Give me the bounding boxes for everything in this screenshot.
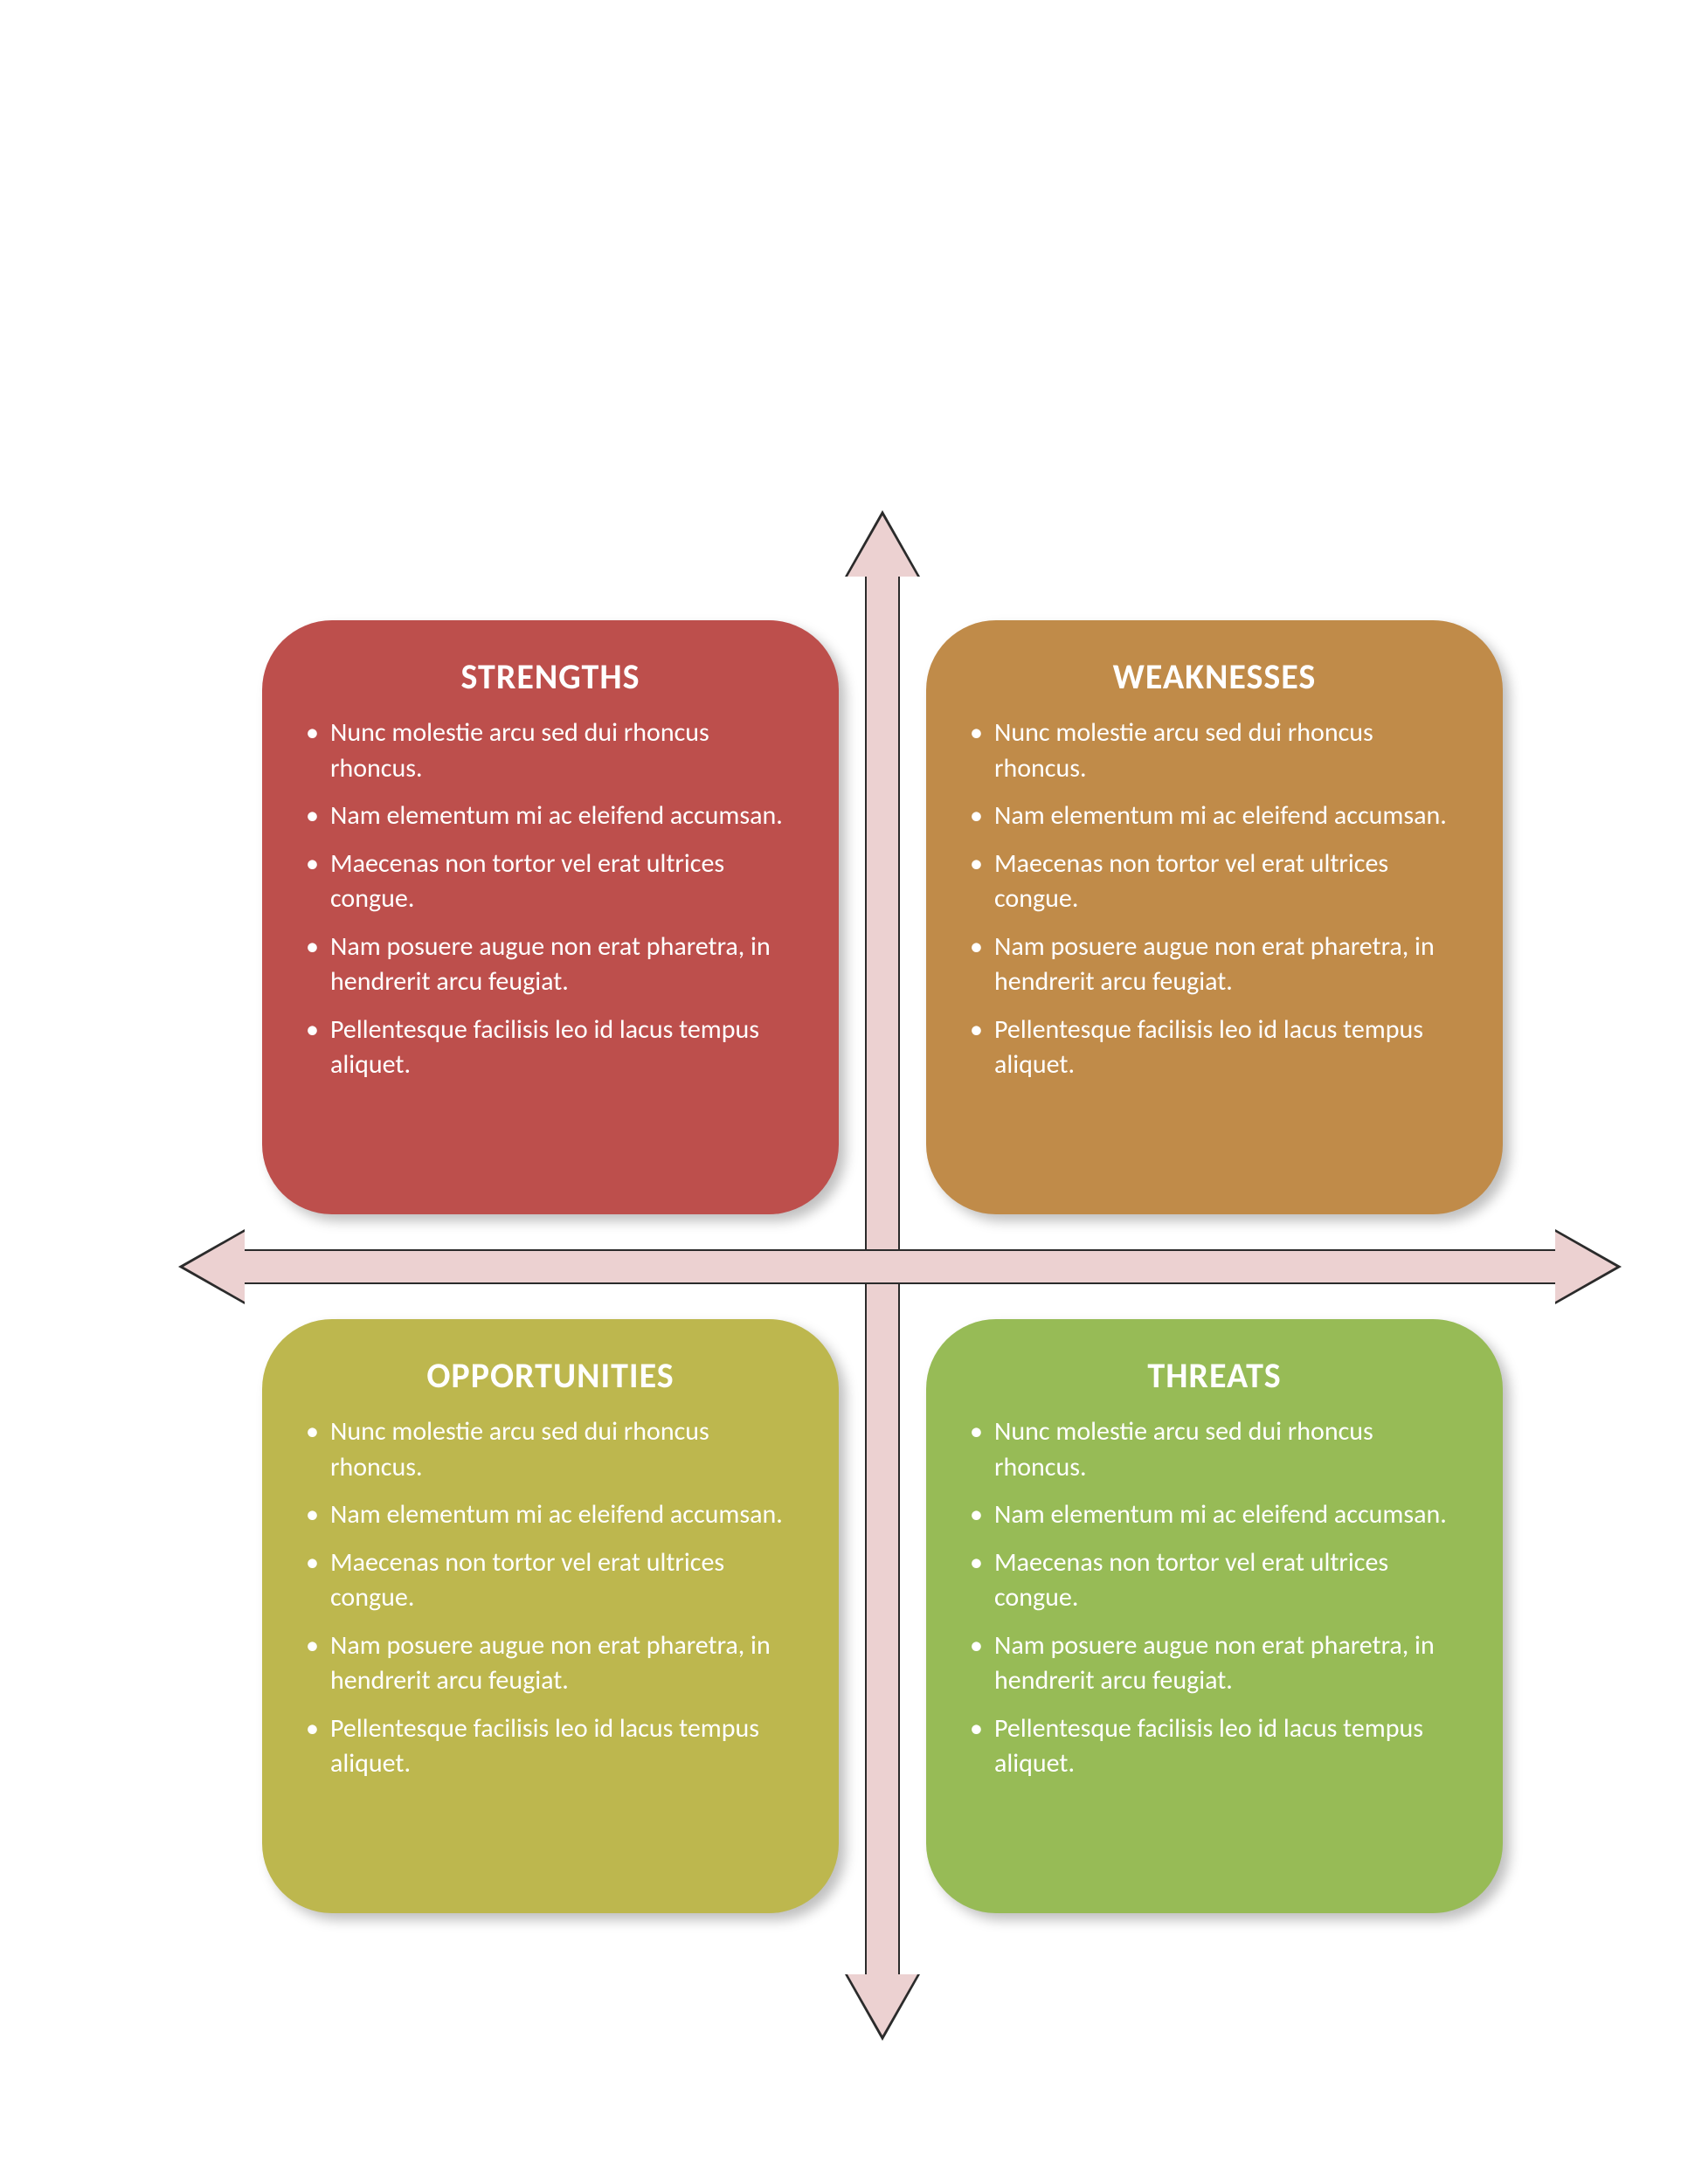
list-item: Nam elementum mi ac eleifend accumsan. — [306, 1497, 795, 1533]
list-item: Nam posuere augue non erat pharetra, in … — [970, 930, 1459, 1000]
swot-canvas: STRENGTHS Nunc molestie arcu sed dui rho… — [201, 533, 1599, 2018]
list-item: Nunc molestie arcu sed dui rhoncus rhonc… — [306, 1414, 795, 1485]
list-item: Nam posuere augue non erat pharetra, in … — [306, 930, 795, 1000]
list-item: Nam posuere augue non erat pharetra, in … — [970, 1628, 1459, 1699]
quadrant-strengths: STRENGTHS Nunc molestie arcu sed dui rho… — [262, 620, 839, 1214]
quadrant-title: OPPORTUNITIES — [306, 1354, 795, 1397]
list-item: Maecenas non tortor vel erat ultrices co… — [970, 1545, 1459, 1616]
list-item: Nam posuere augue non erat pharetra, in … — [306, 1628, 795, 1699]
list-item: Nam elementum mi ac eleifend accumsan. — [970, 1497, 1459, 1533]
horizontal-axis-shaft — [236, 1249, 1564, 1284]
quadrant-opportunities: OPPORTUNITIES Nunc molestie arcu sed dui… — [262, 1319, 839, 1913]
arrowhead-down-icon — [847, 1974, 917, 2035]
list-item: Pellentesque facilisis leo id lacus temp… — [306, 1711, 795, 1782]
quadrant-list: Nunc molestie arcu sed dui rhoncus rhonc… — [306, 1414, 795, 1782]
arrowhead-left-icon — [183, 1232, 245, 1302]
list-item: Maecenas non tortor vel erat ultrices co… — [970, 847, 1459, 917]
list-item: Maecenas non tortor vel erat ultrices co… — [306, 847, 795, 917]
quadrant-title: STRENGTHS — [306, 655, 795, 698]
list-item: Nam elementum mi ac eleifend accumsan. — [970, 798, 1459, 834]
list-item: Pellentesque facilisis leo id lacus temp… — [306, 1013, 795, 1083]
list-item: Nunc molestie arcu sed dui rhoncus rhonc… — [970, 715, 1459, 786]
arrowhead-right-icon — [1555, 1232, 1616, 1302]
quadrant-weaknesses: WEAKNESSES Nunc molestie arcu sed dui rh… — [926, 620, 1503, 1214]
quadrant-list: Nunc molestie arcu sed dui rhoncus rhonc… — [970, 715, 1459, 1083]
list-item: Nam elementum mi ac eleifend accumsan. — [306, 798, 795, 834]
quadrant-threats: THREATS Nunc molestie arcu sed dui rhonc… — [926, 1319, 1503, 1913]
quadrant-list: Nunc molestie arcu sed dui rhoncus rhonc… — [306, 715, 795, 1083]
quadrant-list: Nunc molestie arcu sed dui rhoncus rhonc… — [970, 1414, 1459, 1782]
quadrant-title: WEAKNESSES — [970, 655, 1459, 698]
list-item: Nunc molestie arcu sed dui rhoncus rhonc… — [306, 715, 795, 786]
list-item: Nunc molestie arcu sed dui rhoncus rhonc… — [970, 1414, 1459, 1485]
list-item: Pellentesque facilisis leo id lacus temp… — [970, 1013, 1459, 1083]
list-item: Pellentesque facilisis leo id lacus temp… — [970, 1711, 1459, 1782]
quadrant-title: THREATS — [970, 1354, 1459, 1397]
list-item: Maecenas non tortor vel erat ultrices co… — [306, 1545, 795, 1616]
arrowhead-up-icon — [847, 515, 917, 577]
